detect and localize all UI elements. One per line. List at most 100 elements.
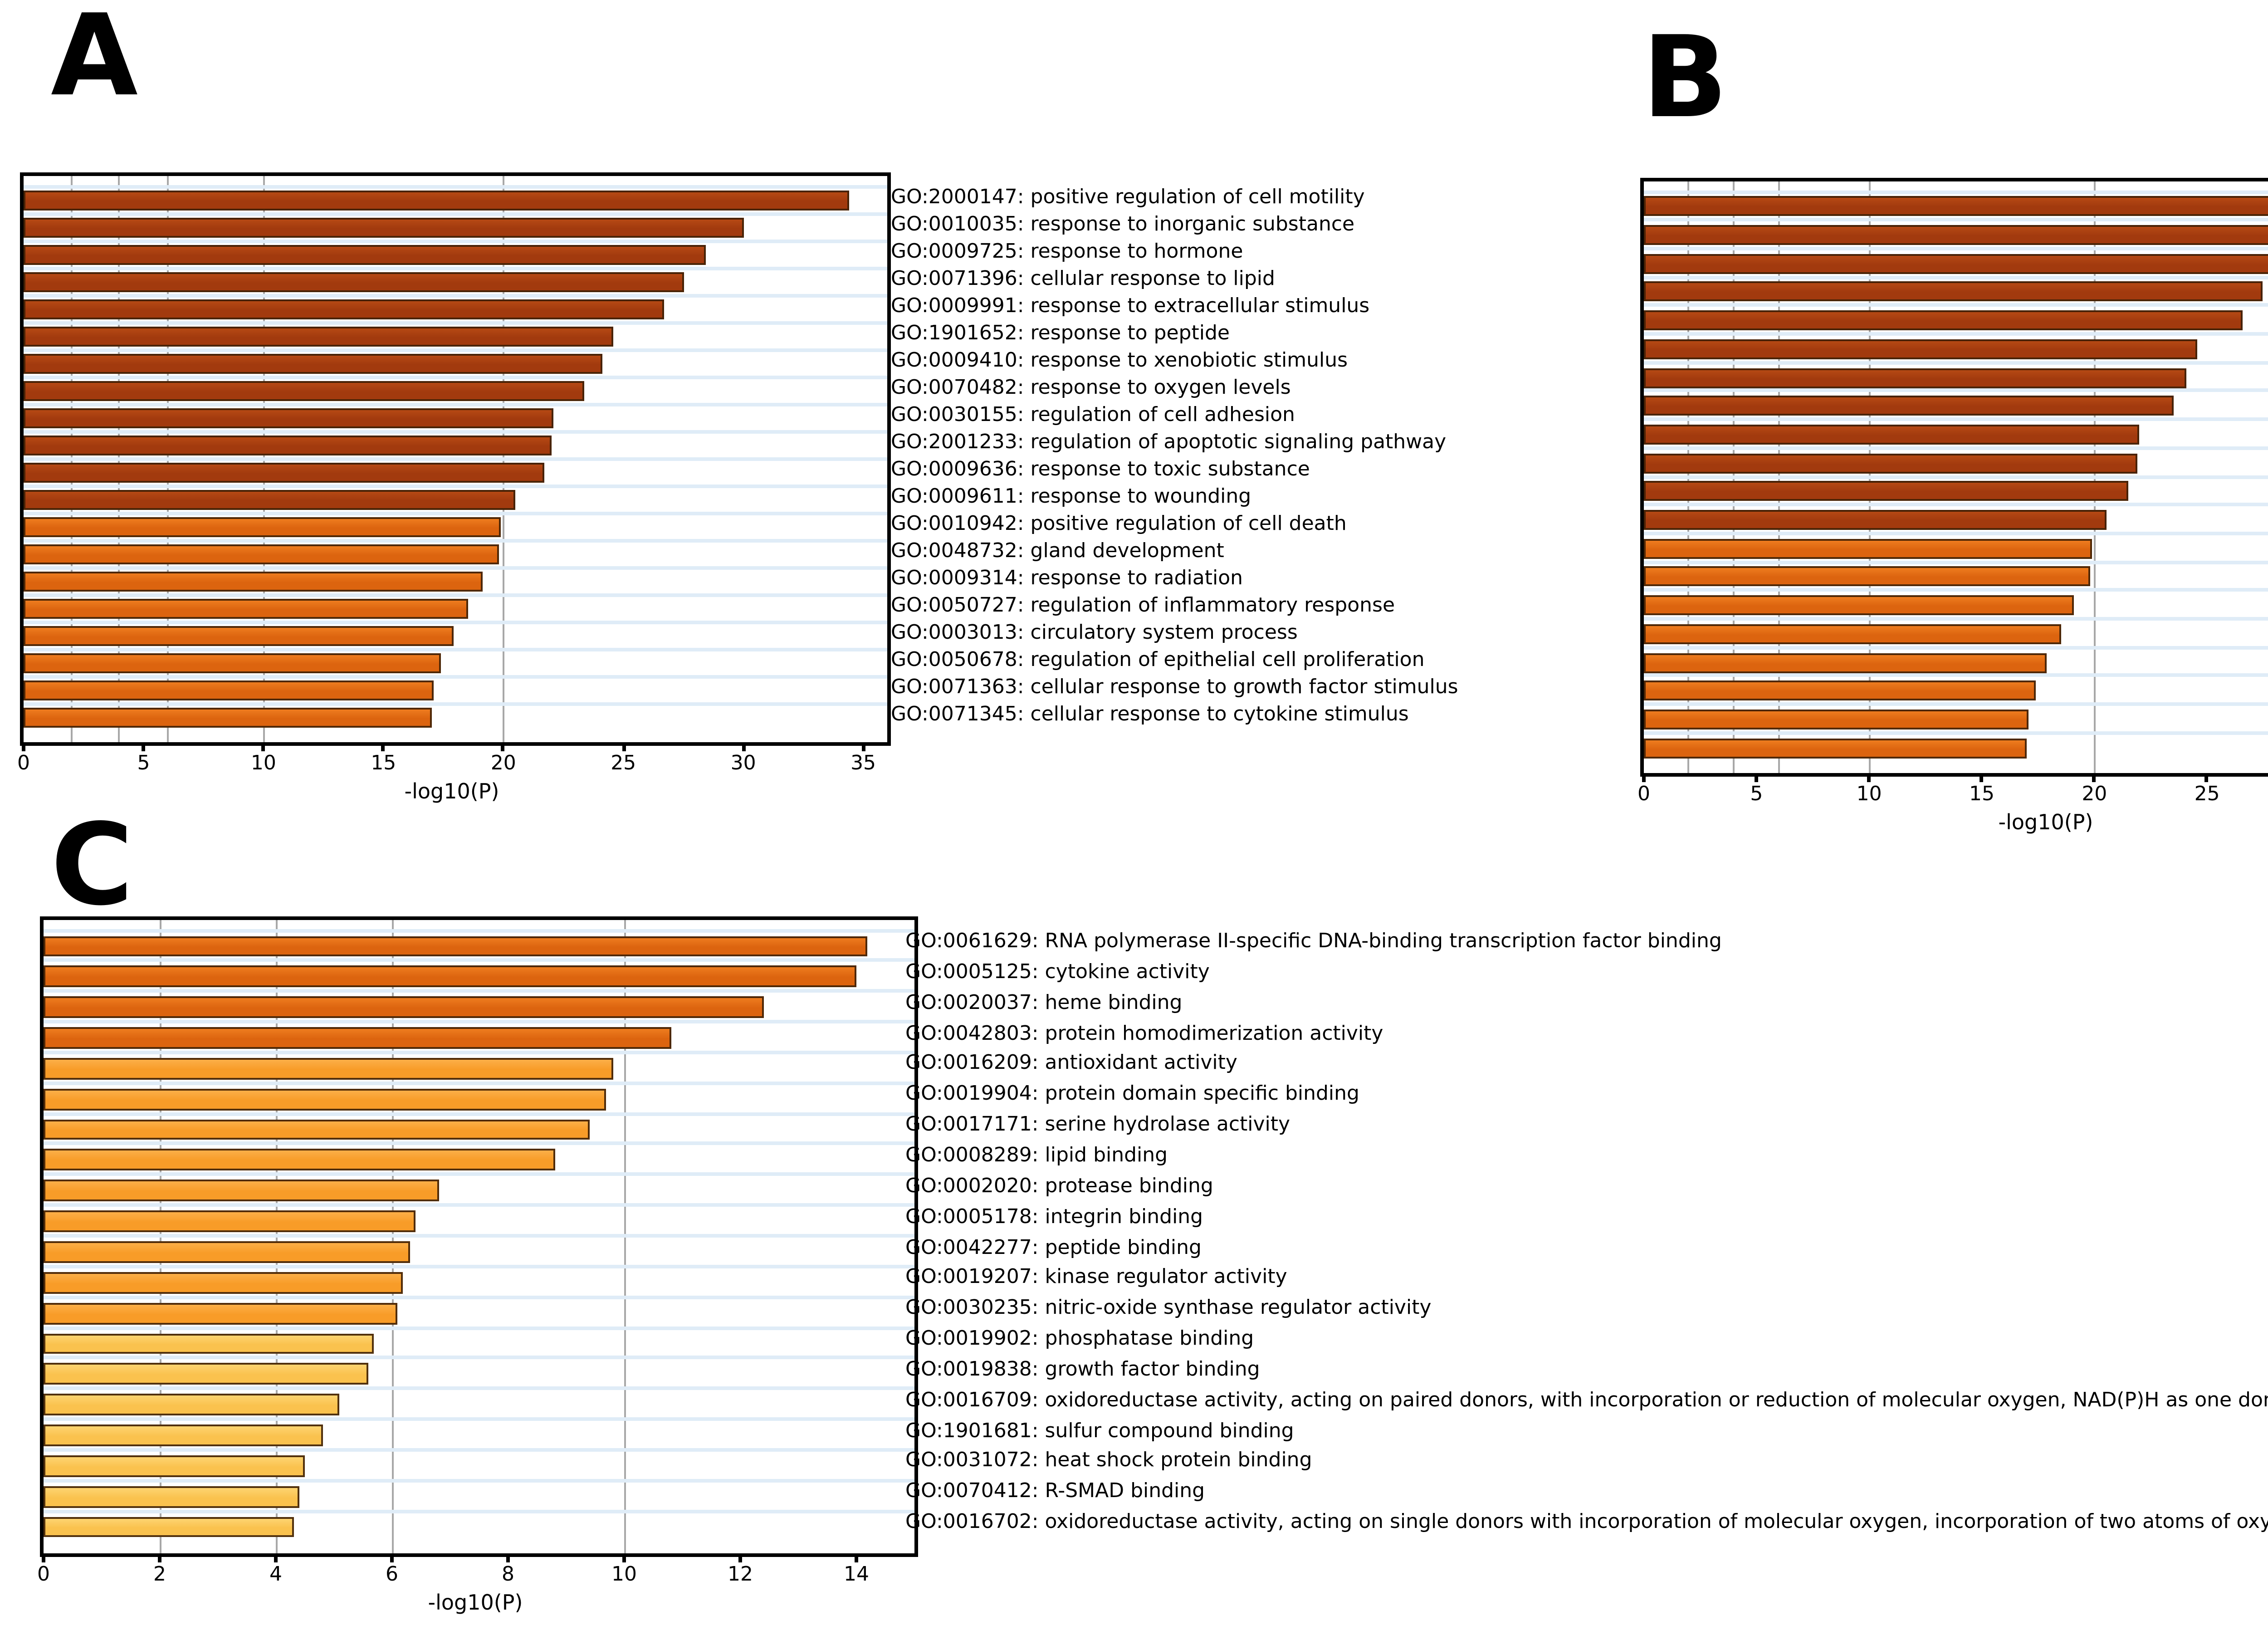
row-gap-stripe <box>44 1173 914 1177</box>
row-gap-stripe <box>1644 475 2268 478</box>
bar-C-5 <box>44 1057 613 1079</box>
term-label: GO:0030155: regulation of cell adhesion <box>891 403 1295 426</box>
tick-label-5: 5 <box>1750 782 1763 806</box>
panel-C-x-axis: 0 2 4 6 8 10 12 14 <box>37 1553 918 1597</box>
bar-B-3 <box>1644 254 2268 274</box>
row-gap-stripe <box>24 211 887 215</box>
term-label: GO:0019904: protein domain specific bind… <box>905 1082 1359 1106</box>
bar-C-15 <box>44 1363 369 1385</box>
term-label: GO:0048732: gland development <box>891 539 1224 563</box>
bar-A-13 <box>24 518 501 537</box>
row-gap-stripe <box>24 266 887 269</box>
panel-A-letter: A <box>51 0 138 122</box>
panel-C-letter: C <box>51 798 134 931</box>
panel-B-letter: B <box>1642 11 1728 143</box>
term-label: GO:0009611: response to wounding <box>891 485 1251 508</box>
row-gap-stripe <box>44 1264 914 1268</box>
bar-A-1 <box>24 191 849 210</box>
row-gap-stripe <box>24 402 887 406</box>
bar-B-10 <box>1644 453 2137 473</box>
row-gap-stripe <box>24 538 887 542</box>
panel-A-x-axis-label: -log10(P) <box>404 778 499 804</box>
term-label: GO:0009725: response to hormone <box>891 240 1243 263</box>
tick-mark-10 <box>622 1553 626 1562</box>
term-label: GO:0061629: RNA polymerase II-specific D… <box>905 929 1722 953</box>
term-label: GO:0009410: response to xenobiotic stimu… <box>891 348 1348 372</box>
term-label: GO:0005178: integrin binding <box>905 1204 1203 1228</box>
bar-B-13 <box>1644 538 2092 558</box>
panel-C-x-axis-label: -log10(P) <box>428 1590 523 1615</box>
bar-B-11 <box>1644 481 2128 502</box>
tick-label-20: 20 <box>490 751 516 775</box>
tick-label-2: 2 <box>153 1562 166 1586</box>
term-label: GO:1901652: response to peptide <box>891 321 1230 345</box>
row-gap-stripe <box>44 1142 914 1146</box>
bar-B-12 <box>1644 510 2106 530</box>
row-gap-stripe <box>1644 645 2268 649</box>
tick-label-8: 8 <box>502 1562 514 1586</box>
row-gap-stripe <box>44 1203 914 1207</box>
row-gap-stripe <box>24 320 887 324</box>
row-gap-stripe <box>24 429 887 433</box>
bar-A-15 <box>24 572 482 591</box>
bar-B-9 <box>1644 424 2140 445</box>
bar-A-16 <box>24 599 468 618</box>
row-gap-stripe <box>44 1234 914 1238</box>
bar-B-14 <box>1644 567 2090 587</box>
bar-B-17 <box>1644 652 2047 673</box>
bar-C-14 <box>44 1333 375 1355</box>
term-label: GO:2001233: regulation of apoptotic sign… <box>891 430 1447 454</box>
row-gap-stripe <box>1644 190 2268 193</box>
tick-mark-14 <box>855 1553 858 1562</box>
tick-mark-15 <box>381 742 386 751</box>
bar-B-6 <box>1644 339 2198 359</box>
term-label: GO:0031072: heat shock protein binding <box>905 1449 1312 1473</box>
row-gap-stripe <box>24 620 887 623</box>
row-gap-stripe <box>44 1478 914 1483</box>
row-gap-stripe <box>1644 560 2268 564</box>
term-label: GO:0009314: response to radiation <box>891 566 1243 590</box>
tick-label-25: 25 <box>611 751 636 775</box>
row-gap-stripe <box>24 239 887 242</box>
bar-A-8 <box>24 382 585 401</box>
row-gap-stripe <box>1644 360 2268 364</box>
tick-mark-12 <box>738 1553 742 1562</box>
bar-A-10 <box>24 436 552 455</box>
row-gap-stripe <box>44 1050 914 1054</box>
row-gap-stripe <box>44 1295 914 1299</box>
bar-A-4 <box>24 273 684 292</box>
term-label: GO:2000147: positive regulation of cell … <box>891 185 1365 209</box>
row-gap-stripe <box>1644 503 2268 507</box>
tick-label-10: 10 <box>250 751 276 775</box>
bar-B-8 <box>1644 396 2174 416</box>
term-label: GO:0050727: regulation of inflammatory r… <box>891 593 1395 617</box>
tick-mark-6 <box>390 1553 394 1562</box>
bar-C-19 <box>44 1486 299 1508</box>
bar-B-7 <box>1644 367 2187 388</box>
term-label: GO:0050678: regulation of epithelial cel… <box>891 648 1425 671</box>
bar-A-3 <box>24 245 705 264</box>
term-label: GO:0071363: cellular response to growth … <box>891 675 1458 699</box>
panel-C-plot-area <box>40 916 918 1557</box>
tick-mark-0 <box>42 1553 45 1562</box>
row-gap-stripe <box>24 456 887 460</box>
term-label: GO:0071345: cellular response to cytokin… <box>891 702 1409 726</box>
term-label: GO:0005125: cytokine activity <box>905 959 1210 984</box>
row-gap-stripe <box>1644 446 2268 450</box>
row-gap-stripe <box>44 1326 914 1330</box>
bar-C-2 <box>44 966 856 988</box>
row-gap-stripe <box>1644 731 2268 735</box>
row-gap-stripe <box>1644 332 2268 336</box>
bar-C-20 <box>44 1516 293 1538</box>
tick-label-6: 6 <box>386 1562 398 1586</box>
term-label: GO:0008289: lipid binding <box>905 1143 1168 1167</box>
tick-mark-25 <box>2205 773 2209 782</box>
bar-A-18 <box>24 654 441 673</box>
bar-C-11 <box>44 1241 410 1263</box>
term-label: GO:0042277: peptide binding <box>905 1235 1202 1258</box>
term-label: GO:0016209: antioxidant activity <box>905 1051 1237 1075</box>
tick-label-12: 12 <box>728 1562 753 1586</box>
